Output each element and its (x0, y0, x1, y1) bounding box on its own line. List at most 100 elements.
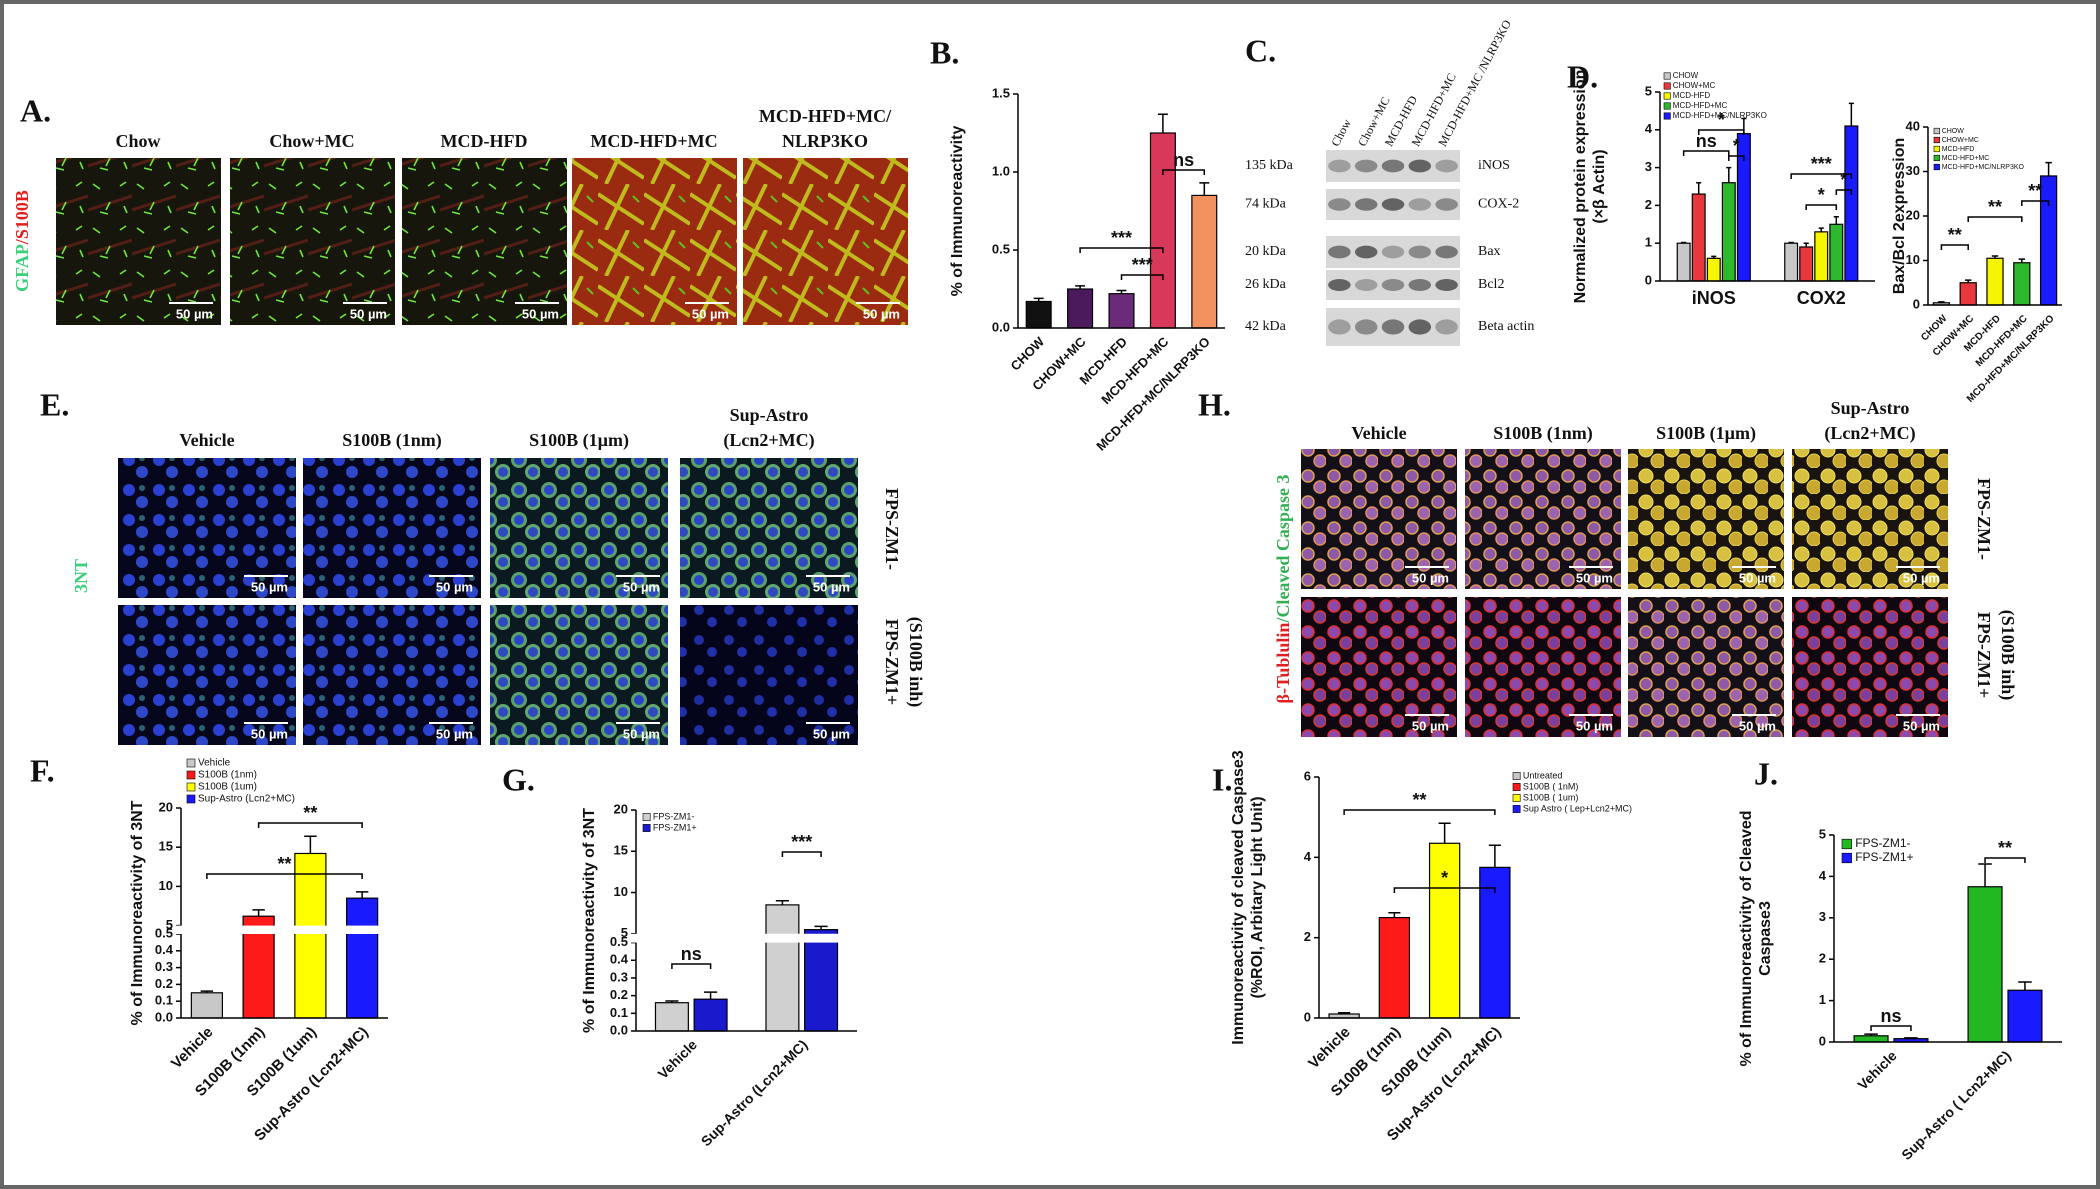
error-bar (200, 990, 214, 993)
micrograph (572, 158, 737, 325)
bar (1844, 125, 1859, 282)
stain-label: GFAP/S100B (12, 190, 32, 292)
legend-label: Vehicle (198, 758, 231, 769)
micrograph (1628, 597, 1784, 737)
bar (346, 897, 379, 1019)
legend-label: MCD-HFD (1673, 91, 1711, 100)
legend-swatch (1663, 82, 1671, 90)
legend-label: MCD-HFD+MC (1942, 155, 1990, 162)
error-bar (1833, 215, 1839, 225)
scale-bar-label: 50 µm (350, 306, 387, 321)
blot-band (1435, 279, 1458, 291)
error-bar (1726, 166, 1732, 183)
column-title: S100B (1nm) (342, 430, 442, 451)
bar (1706, 257, 1721, 282)
panel-label: D. (1567, 58, 1598, 94)
y-axis-label: % of Immunoreactivity of 3NT (581, 808, 598, 1033)
blot-band (1381, 198, 1405, 211)
scale-bar-label: 50 µm (176, 306, 213, 321)
micrograph (118, 458, 296, 598)
y-axis-label: Caspase3 (1757, 901, 1774, 976)
significance-bracket (1120, 274, 1164, 280)
panel-label: E. (40, 386, 69, 422)
error-bar (2045, 161, 2052, 176)
blot-band (1328, 198, 1351, 211)
scale-bar-label: 50 µm (863, 306, 900, 321)
legend-label: Untreated (1523, 770, 1563, 780)
lane-label: Chow (1328, 117, 1354, 149)
error-bar (1711, 255, 1717, 259)
error-bar (704, 991, 718, 1000)
legend-swatch (186, 758, 196, 768)
error-bar (1116, 289, 1127, 294)
y-tick-label: 10 (614, 884, 628, 899)
error-bar (355, 891, 369, 899)
y-tick-label: 0.5 (155, 925, 173, 940)
y-tick-label: 1 (1819, 992, 1826, 1007)
stain: /Cleaved (1273, 556, 1293, 624)
y-tick-label: 0 (1819, 1033, 1826, 1048)
error-bar (1803, 242, 1809, 247)
significance-bracket (1805, 204, 1838, 210)
bar (1378, 916, 1411, 1019)
legend-label: CHOW+MC (1673, 81, 1716, 90)
legend-swatch (1512, 783, 1521, 791)
micrograph (118, 605, 296, 745)
micrograph (303, 458, 481, 598)
bar (1721, 182, 1736, 282)
significance-label: ** (1948, 225, 1962, 245)
y-tick-label: 0.3 (610, 969, 628, 984)
micrograph (490, 605, 668, 745)
blot-band (1328, 279, 1351, 291)
significance-bracket (1728, 155, 1745, 161)
legend-swatch (186, 770, 196, 780)
legend-label: S100B (1nm) (198, 770, 257, 781)
significance-label: * (1733, 136, 1740, 156)
bar (1025, 300, 1052, 329)
scale-bar-label: 50 µm (1739, 570, 1776, 585)
y-tick-label: 6 (1304, 768, 1311, 783)
blot-band (1408, 279, 1432, 291)
significance-label: ** (1998, 838, 2012, 858)
column-title: S100B (1µm) (1656, 423, 1756, 444)
bar (1814, 231, 1829, 282)
stain: Caspase 3 (1273, 475, 1293, 556)
y-tick-label: 0.5 (992, 241, 1010, 256)
axis-break (628, 933, 857, 943)
column-title: MCD-HFD+MC (590, 131, 717, 151)
legend-swatch (1933, 127, 1940, 135)
error-bar (1938, 301, 1945, 303)
significance-label: * (1718, 110, 1725, 130)
row-label: FPS-ZM1+ (1974, 612, 1994, 698)
panel-label: I. (1212, 761, 1232, 797)
y-tick-label: 0.2 (610, 987, 628, 1002)
axis-break (173, 925, 388, 934)
y-tick-label: 4 (1819, 868, 1827, 883)
blot-band (1381, 279, 1405, 291)
x-tick-label: Vehicle (168, 1024, 217, 1073)
column-title: (Lcn2+MC) (723, 430, 814, 451)
scale-bar-label: 50 µm (436, 579, 473, 594)
y-tick-label: 15 (159, 839, 173, 854)
panel-label: H. (1198, 386, 1231, 422)
bar (1853, 1035, 1889, 1043)
micrograph (490, 458, 668, 598)
legend-swatch (1933, 154, 1940, 162)
scale-bar-label: 50 µm (623, 579, 660, 594)
micrograph (402, 158, 567, 325)
y-tick-label: 1.0 (992, 163, 1010, 178)
legend-label: FPS-ZM1+ (1855, 850, 1913, 864)
legend-label: CHOW+MC (1942, 137, 1979, 144)
significance-bracket (1940, 244, 1969, 250)
blot-band (1381, 319, 1405, 335)
y-axis-label: % of Immunoreactivity of 3NT (129, 800, 146, 1025)
significance-label: *** (1132, 255, 1153, 275)
significance-label: ns (1696, 131, 1717, 151)
y-tick-label: 5 (621, 925, 628, 940)
column-title: Chow (115, 131, 160, 151)
scale-bar-label: 50 µm (1576, 718, 1613, 733)
bar (1676, 242, 1691, 282)
y-tick-label: 0.1 (610, 1005, 628, 1020)
y-axis-label: % of Immunoreactivity (949, 126, 966, 297)
row-label: (S100B inh) (905, 617, 926, 708)
